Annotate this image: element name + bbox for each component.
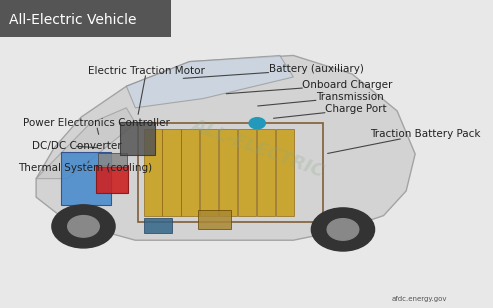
FancyBboxPatch shape xyxy=(99,153,127,167)
Text: Thermal System (cooling): Thermal System (cooling) xyxy=(18,161,152,173)
Circle shape xyxy=(312,208,375,251)
FancyBboxPatch shape xyxy=(0,0,172,37)
FancyBboxPatch shape xyxy=(120,122,155,155)
Polygon shape xyxy=(36,108,136,179)
Text: All-Electric Vehicle: All-Electric Vehicle xyxy=(9,13,137,27)
Circle shape xyxy=(249,118,265,129)
Polygon shape xyxy=(36,55,415,240)
FancyBboxPatch shape xyxy=(143,218,173,233)
Text: Electric Traction Motor: Electric Traction Motor xyxy=(88,66,205,114)
Text: Transmission: Transmission xyxy=(258,92,384,106)
Text: Charge Port: Charge Port xyxy=(274,104,387,118)
Text: Power Electronics Controller: Power Electronics Controller xyxy=(23,118,170,134)
FancyBboxPatch shape xyxy=(200,129,218,216)
Text: Battery (auxiliary): Battery (auxiliary) xyxy=(183,64,363,78)
FancyBboxPatch shape xyxy=(163,129,180,216)
Polygon shape xyxy=(126,55,293,108)
Circle shape xyxy=(52,205,115,248)
FancyBboxPatch shape xyxy=(219,129,237,216)
FancyBboxPatch shape xyxy=(181,129,200,216)
FancyBboxPatch shape xyxy=(198,210,231,229)
FancyBboxPatch shape xyxy=(257,129,275,216)
Text: ALL-ELECTRIC: ALL-ELECTRIC xyxy=(188,116,326,180)
FancyBboxPatch shape xyxy=(61,152,110,205)
FancyBboxPatch shape xyxy=(276,129,294,216)
FancyBboxPatch shape xyxy=(96,165,128,193)
FancyBboxPatch shape xyxy=(143,129,162,216)
Circle shape xyxy=(327,219,359,240)
Circle shape xyxy=(68,216,99,237)
Text: Onboard Charger: Onboard Charger xyxy=(226,80,393,94)
Text: afdc.energy.gov: afdc.energy.gov xyxy=(391,296,447,302)
Text: DC/DC Converter: DC/DC Converter xyxy=(32,141,121,151)
FancyBboxPatch shape xyxy=(238,129,256,216)
Text: Traction Battery Pack: Traction Battery Pack xyxy=(328,129,481,153)
